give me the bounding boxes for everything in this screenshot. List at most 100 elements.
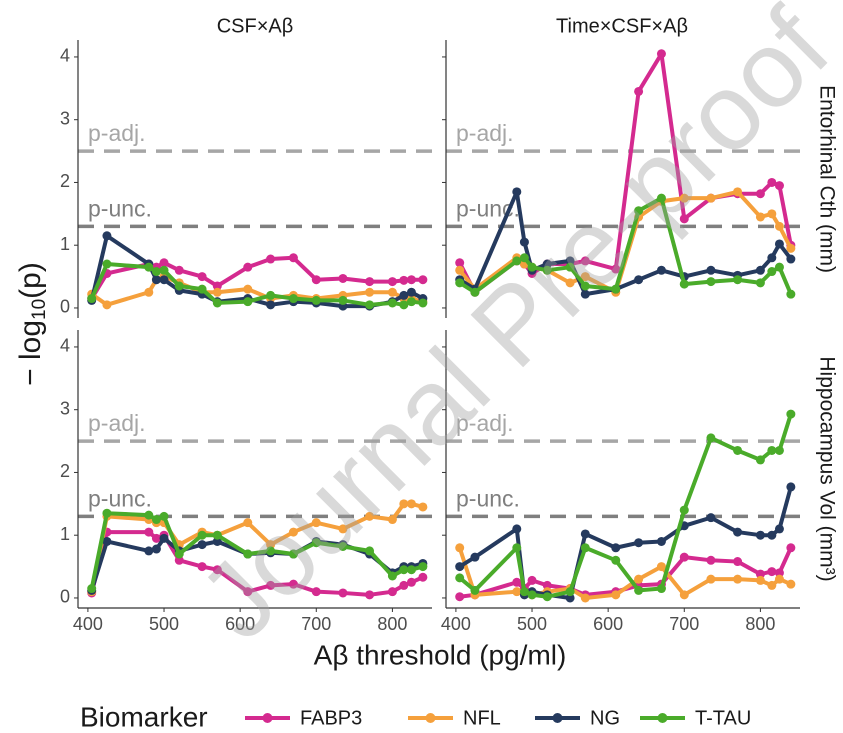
data-point: [527, 575, 537, 585]
reference-label: p-unc.: [88, 195, 152, 221]
reference-label: p-adj.: [88, 410, 146, 436]
data-point: [774, 262, 784, 272]
data-point: [387, 277, 397, 287]
legend-label: T-TAU: [695, 707, 751, 729]
data-point: [159, 275, 169, 285]
data-point: [311, 538, 321, 548]
data-point: [512, 577, 522, 587]
data-point: [774, 239, 784, 249]
y-tick-label: 1: [60, 234, 70, 254]
data-point: [243, 297, 253, 307]
x-tick-label: 600: [593, 614, 623, 634]
data-point: [755, 189, 765, 199]
data-point: [512, 543, 522, 553]
data-point: [159, 258, 169, 268]
data-point: [197, 540, 207, 550]
data-point: [87, 294, 97, 304]
y-axis-title: − log10(p): [14, 262, 50, 386]
data-point: [387, 571, 397, 581]
data-point: [406, 565, 416, 575]
data-point: [399, 300, 409, 310]
data-point: [706, 555, 716, 565]
y-tick-label: 3: [60, 108, 70, 128]
data-point: [455, 258, 465, 268]
data-point: [159, 533, 169, 543]
data-point: [212, 565, 222, 575]
reference-label: p-adj.: [456, 120, 514, 146]
data-point: [580, 272, 590, 282]
data-point: [455, 278, 465, 288]
x-tick-label: 800: [377, 614, 407, 634]
data-point: [706, 193, 716, 203]
data-point: [311, 295, 321, 305]
data-point: [212, 281, 222, 291]
data-point: [102, 508, 112, 518]
data-point: [266, 580, 276, 590]
data-point: [102, 231, 112, 241]
data-point: [144, 546, 154, 556]
data-point: [542, 265, 552, 275]
data-point: [144, 510, 154, 520]
data-point: [786, 289, 796, 299]
data-point: [755, 569, 765, 579]
x-axis-title: Aβ threshold (pg/ml): [314, 639, 567, 670]
data-point: [542, 592, 552, 602]
data-point: [399, 499, 409, 509]
data-point: [767, 445, 777, 455]
x-tick-label: 500: [149, 614, 179, 634]
data-point: [87, 584, 97, 594]
data-point: [387, 287, 397, 297]
data-point: [365, 300, 375, 310]
data-point: [733, 527, 743, 537]
reference-label: p-adj.: [88, 120, 146, 146]
data-point: [656, 49, 666, 59]
data-point: [159, 511, 169, 521]
data-point: [786, 409, 796, 419]
data-point: [733, 574, 743, 584]
data-point: [365, 277, 375, 287]
data-point: [406, 297, 416, 307]
data-point: [656, 584, 666, 594]
data-point: [418, 298, 428, 308]
data-point: [733, 445, 743, 455]
data-point: [387, 587, 397, 597]
data-point: [706, 433, 716, 443]
data-point: [611, 543, 621, 553]
data-point: [565, 278, 575, 288]
data-point: [634, 86, 644, 96]
data-point: [288, 294, 298, 304]
data-point: [786, 243, 796, 253]
data-point: [634, 206, 644, 216]
data-point: [634, 585, 644, 595]
data-point: [311, 275, 321, 285]
data-point: [470, 287, 480, 297]
data-point: [733, 557, 743, 567]
data-point: [455, 562, 465, 572]
data-point: [767, 567, 777, 577]
data-point: [418, 562, 428, 572]
data-point: [102, 259, 112, 269]
data-point: [212, 536, 222, 546]
data-point: [706, 277, 716, 287]
y-tick-label: 4: [60, 46, 70, 66]
data-point: [243, 284, 253, 294]
column-strip: CSF×Aβ: [217, 15, 294, 37]
data-point: [197, 284, 207, 294]
data-point: [755, 278, 765, 288]
data-point: [706, 574, 716, 584]
data-point: [611, 264, 621, 274]
data-point: [542, 259, 552, 269]
legend-label: NG: [590, 707, 620, 729]
data-point: [580, 593, 590, 603]
data-point: [455, 573, 465, 583]
data-point: [767, 253, 777, 263]
data-point: [755, 530, 765, 540]
data-point: [197, 562, 207, 572]
data-point: [399, 290, 409, 300]
data-point: [365, 590, 375, 600]
y-tick-label: 4: [60, 336, 70, 356]
x-tick-label: 700: [301, 614, 331, 634]
data-point: [418, 572, 428, 582]
data-point: [338, 273, 348, 283]
data-point: [174, 281, 184, 291]
